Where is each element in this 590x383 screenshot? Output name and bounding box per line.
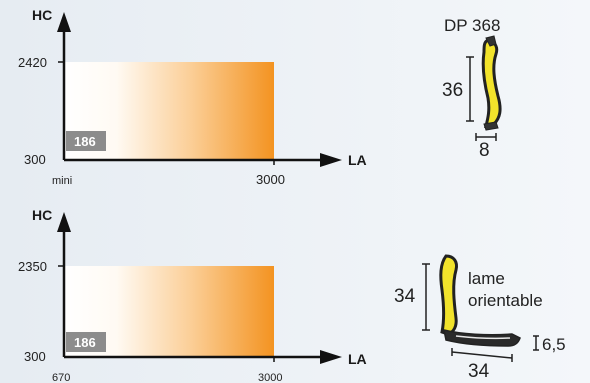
y-max-label-bottom: 2350 bbox=[18, 259, 47, 274]
badge-label-bottom: 186 bbox=[74, 335, 96, 350]
profile-top-title: DP 368 bbox=[444, 16, 500, 35]
dim-depth-bottom: 6,5 bbox=[542, 335, 566, 354]
x-min-label-top: mini bbox=[52, 175, 72, 187]
y-axis-label-bottom: HC bbox=[32, 207, 52, 223]
badge-bottom bbox=[66, 332, 106, 352]
x-axis-label-top: LA bbox=[348, 152, 367, 168]
dim-width-bottom: 34 bbox=[468, 361, 490, 382]
profile-bottom-label-2: orientable bbox=[468, 291, 543, 310]
x-axis-arrow-bottom bbox=[320, 350, 342, 364]
slat-profile-top-icon bbox=[481, 38, 502, 129]
badge-top bbox=[66, 131, 106, 151]
y-min-label-bottom: 300 bbox=[24, 349, 46, 364]
y-axis-arrow-bottom bbox=[57, 212, 71, 232]
profile-top: DP 368 36 8 bbox=[442, 16, 502, 161]
dim-height-top: 36 bbox=[442, 80, 463, 101]
y-axis-arrow-top bbox=[57, 12, 71, 32]
slat-hook-top-icon bbox=[483, 35, 499, 131]
chart-bottom: HC LA 2350 300 670 3000 186 bbox=[18, 207, 367, 383]
y-max-label-top: 2420 bbox=[18, 55, 47, 70]
dim-width-line-bottom bbox=[451, 351, 513, 359]
slat-profile-bottom-icon bbox=[439, 254, 458, 336]
y-axis-label-top: HC bbox=[32, 7, 52, 23]
slat-arm-inner-bottom-icon bbox=[455, 335, 511, 340]
profile-bottom: lame orientable 34 6,5 34 bbox=[394, 254, 566, 382]
x-axis-label-bottom: LA bbox=[348, 351, 367, 367]
y-min-label-top: 300 bbox=[24, 152, 46, 167]
x-min-label-bottom: 670 bbox=[52, 372, 70, 383]
dim-width-top: 8 bbox=[479, 140, 490, 161]
x-max-label-top: 3000 bbox=[256, 172, 285, 187]
chart-top: HC LA 2420 300 mini 3000 186 bbox=[18, 7, 367, 187]
badge-label-top: 186 bbox=[74, 134, 96, 149]
x-max-label-bottom: 3000 bbox=[258, 372, 282, 383]
dim-height-bottom: 34 bbox=[394, 286, 416, 307]
x-axis-arrow-top bbox=[320, 153, 342, 167]
profile-bottom-label-1: lame bbox=[468, 269, 505, 288]
